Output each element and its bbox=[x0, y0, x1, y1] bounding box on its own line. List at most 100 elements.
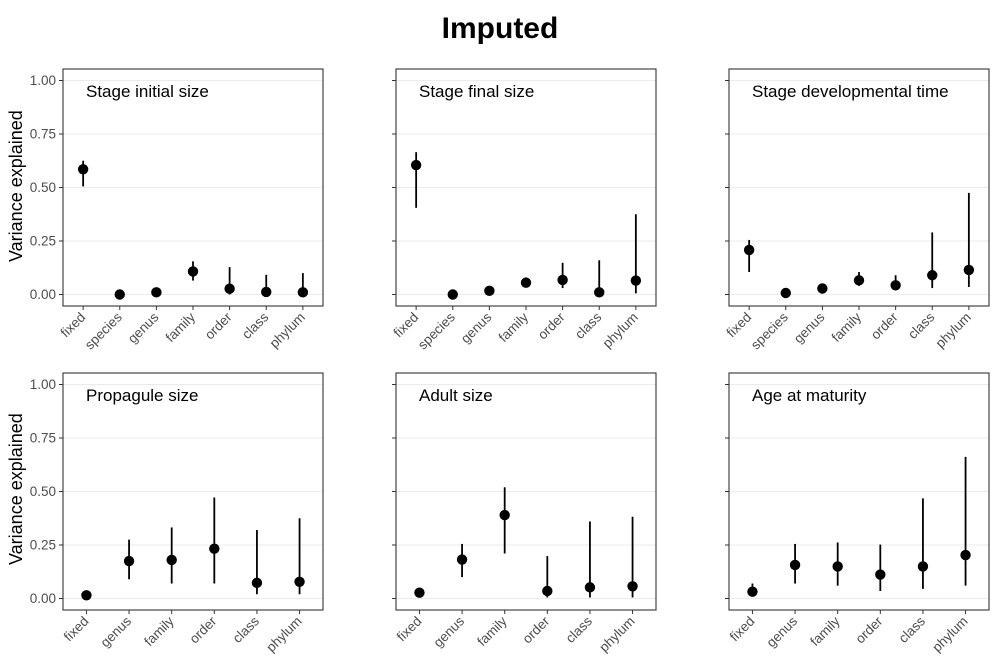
panel-border bbox=[62, 68, 324, 307]
x-tick-label-phylum: phylum bbox=[263, 614, 304, 655]
point-fixed bbox=[743, 244, 755, 256]
point-order bbox=[875, 569, 886, 580]
x-tick-label-phylum: phylum bbox=[933, 310, 974, 351]
y-tick-label: 0.75 bbox=[30, 431, 56, 446]
y-tick-label: 0.00 bbox=[30, 287, 56, 302]
panel-4: 0.00 0.25 0.50 0.75 1.00 fixed genus family orde… bbox=[30, 372, 324, 655]
y-tick-label: 1.00 bbox=[30, 377, 56, 392]
point-genus bbox=[151, 287, 162, 298]
point-fixed bbox=[747, 586, 758, 597]
x-tick-label-genus: genus bbox=[791, 309, 828, 346]
x-tick-label-class: class bbox=[239, 309, 272, 342]
point-species bbox=[447, 289, 458, 300]
x-tick-label-class: class bbox=[230, 613, 263, 646]
point-class bbox=[917, 561, 929, 572]
point-family bbox=[520, 277, 532, 288]
x-tick-label-fixed: fixed bbox=[61, 614, 92, 645]
point-class bbox=[261, 286, 272, 298]
x-tick-label-species: species bbox=[82, 309, 125, 352]
x-tick-label-genus: genus bbox=[458, 309, 495, 346]
point-class bbox=[927, 270, 938, 281]
point-species bbox=[114, 289, 125, 300]
point-class bbox=[251, 577, 263, 589]
x-tick-label-class: class bbox=[572, 309, 605, 342]
point-fixed bbox=[414, 587, 425, 598]
panel-title: Propagule size bbox=[86, 386, 198, 405]
x-tick-label-order: order bbox=[535, 309, 568, 342]
x-tick-label-fixed: fixed bbox=[390, 310, 421, 341]
y-tick-label: 1.00 bbox=[30, 73, 56, 88]
panel-6: fixed genus family order class phylum Age at m… bbox=[725, 372, 990, 655]
point-genus bbox=[484, 285, 495, 297]
x-tick-label-class: class bbox=[896, 613, 929, 646]
x-tick-label-family: family bbox=[807, 613, 843, 649]
x-tick-label-family: family bbox=[829, 309, 865, 345]
x-tick-label-order: order bbox=[853, 613, 886, 646]
y-tick-label: 0.75 bbox=[30, 127, 56, 142]
point-fixed bbox=[410, 159, 422, 171]
point-phylum bbox=[630, 275, 642, 286]
x-tick-label-fixed: fixed bbox=[394, 614, 425, 645]
x-tick-label-family: family bbox=[141, 613, 177, 649]
point-fixed bbox=[77, 164, 89, 175]
y-tick-label: 0.25 bbox=[30, 538, 56, 553]
point-order bbox=[890, 280, 901, 291]
point-fixed bbox=[81, 590, 92, 601]
panel-border bbox=[395, 372, 657, 611]
x-tick-label-family: family bbox=[496, 309, 532, 345]
x-tick-label-genus: genus bbox=[98, 613, 135, 650]
point-order bbox=[224, 283, 235, 294]
point-order bbox=[542, 585, 553, 597]
panel-title: Adult size bbox=[419, 386, 493, 405]
point-family bbox=[166, 554, 177, 566]
x-tick-label-order: order bbox=[520, 613, 553, 646]
panel-border bbox=[62, 372, 324, 611]
panel-5: fixed genus family order class phylum Adult si… bbox=[392, 372, 657, 655]
point-genus bbox=[123, 555, 135, 567]
panel-border bbox=[728, 68, 990, 307]
x-tick-label-family: family bbox=[163, 309, 199, 345]
x-tick-label-family: family bbox=[474, 613, 510, 649]
x-tick-label-phylum: phylum bbox=[600, 310, 641, 351]
y-tick-label: 0.50 bbox=[30, 484, 56, 499]
x-tick-label-class: class bbox=[905, 309, 938, 342]
point-phylum bbox=[297, 287, 309, 298]
x-tick-label-phylum: phylum bbox=[267, 310, 308, 351]
panel-title: Age at maturity bbox=[752, 386, 867, 405]
panel-title: Stage final size bbox=[419, 82, 534, 101]
point-family bbox=[187, 266, 199, 277]
x-tick-label-phylum: phylum bbox=[929, 614, 970, 655]
x-tick-label-genus: genus bbox=[125, 309, 162, 346]
x-tick-label-species: species bbox=[415, 309, 458, 352]
point-phylum bbox=[963, 264, 975, 276]
point-class bbox=[584, 582, 596, 593]
point-family bbox=[832, 561, 843, 572]
x-tick-label-fixed: fixed bbox=[727, 614, 758, 645]
point-species bbox=[780, 287, 791, 299]
x-tick-label-phylum: phylum bbox=[596, 614, 637, 655]
x-tick-label-species: species bbox=[748, 309, 791, 352]
x-tick-label-class: class bbox=[563, 613, 596, 646]
panel-title: Stage initial size bbox=[86, 82, 209, 101]
point-order bbox=[209, 543, 220, 554]
x-tick-label-order: order bbox=[187, 613, 220, 646]
figure-title: Imputed bbox=[441, 12, 559, 45]
panel-border bbox=[395, 68, 657, 307]
point-family bbox=[853, 275, 865, 286]
panel-title: Stage developmental time bbox=[752, 82, 949, 101]
point-family bbox=[499, 509, 510, 521]
panel-border bbox=[728, 372, 990, 611]
x-tick-label-order: order bbox=[868, 309, 901, 342]
x-tick-label-genus: genus bbox=[764, 613, 801, 650]
y-tick-label: 0.25 bbox=[30, 234, 56, 249]
point-class bbox=[594, 287, 605, 298]
point-phylum bbox=[960, 549, 971, 561]
y-tick-label: 0.00 bbox=[30, 591, 56, 606]
point-genus bbox=[456, 554, 468, 565]
point-phylum bbox=[294, 576, 305, 588]
